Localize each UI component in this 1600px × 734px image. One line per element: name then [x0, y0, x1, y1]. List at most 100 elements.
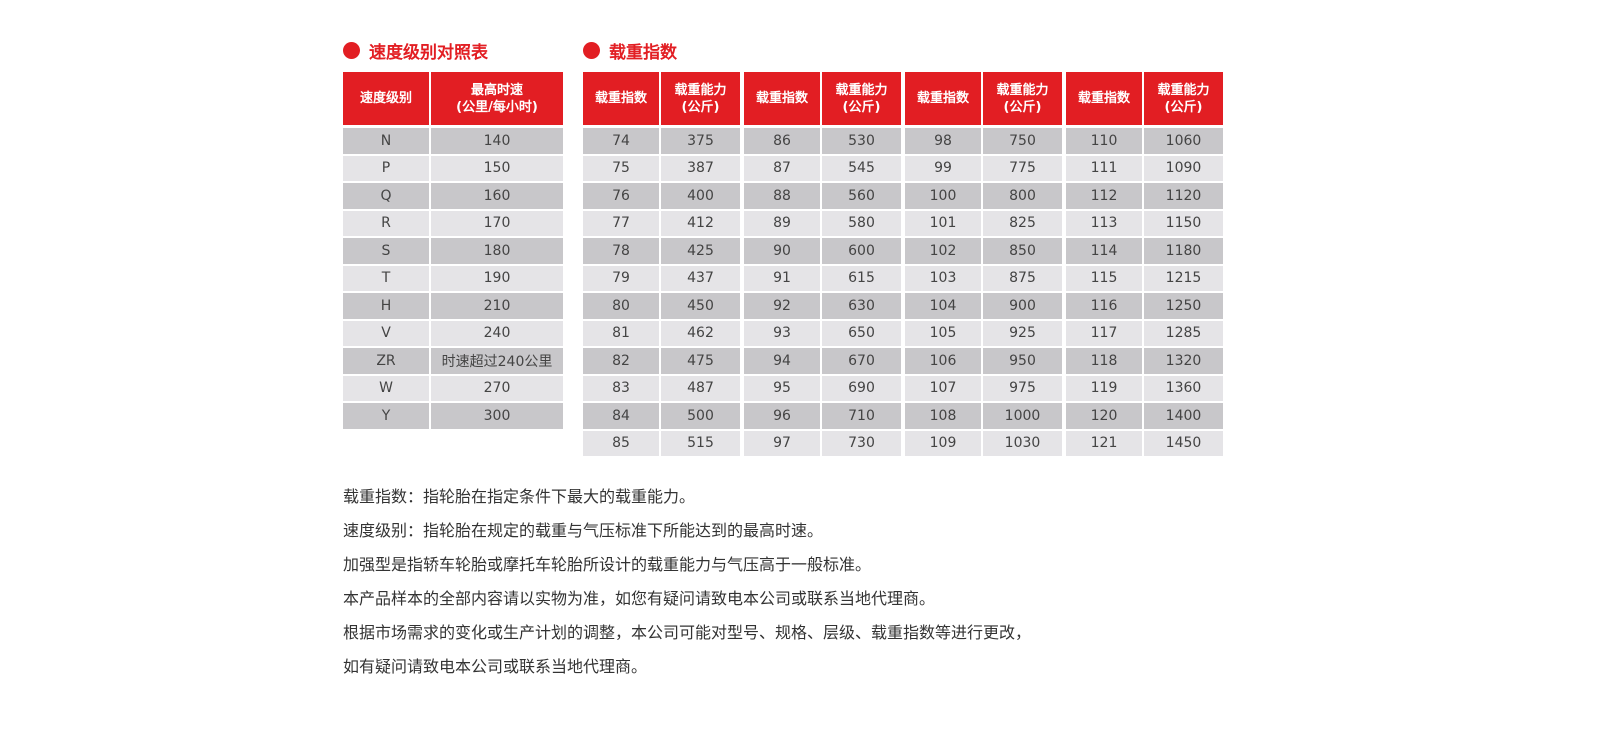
table-row: 117 1285: [1066, 320, 1223, 346]
table-row: 95 690: [744, 375, 901, 401]
load-capacity: 560: [822, 183, 901, 209]
table-row: Q 160: [343, 183, 563, 209]
header-cell: 载重能力 (公斤): [1144, 72, 1223, 125]
max-speed: 时速超过240公里: [431, 348, 563, 374]
load-index: 79: [583, 265, 659, 291]
load-index: 112: [1066, 183, 1142, 209]
load-capacity: 630: [822, 293, 901, 319]
load-index: 92: [744, 293, 820, 319]
load-index: 113: [1066, 210, 1142, 236]
table-row: 90 600: [744, 238, 901, 264]
load-index: 103: [905, 265, 981, 291]
header-line: 载重能力: [835, 82, 888, 98]
load-table-group: 载重指数 载重能力 (公斤) 110 1060 111 1090 112 1120 113 115…: [1066, 72, 1223, 456]
header-cell: 速度级别: [343, 72, 429, 125]
load-capacity: 950: [983, 348, 1062, 374]
load-table-group: 载重指数 载重能力 (公斤) 86 530 87 545 88 560 89 580 90 600 91…: [744, 72, 901, 456]
header-cell: 载重指数: [1066, 72, 1142, 125]
load-capacity: 1090: [1144, 155, 1223, 181]
speed-table: 速度级别 最高时速 (公里/每小时) N 140 P 150 Q 160 R 170 S 180 T…: [343, 72, 563, 429]
header-cell: 载重指数: [744, 72, 820, 125]
load-capacity: 387: [661, 155, 740, 181]
table-row: 108 1000: [905, 403, 1062, 429]
load-capacity: 437: [661, 265, 740, 291]
load-table-group: 载重指数 载重能力 (公斤) 74 375 75 387 76 400 77 412 78 425 79…: [583, 72, 740, 456]
table-row: 115 1215: [1066, 265, 1223, 291]
load-capacity: 670: [822, 348, 901, 374]
load-capacity: 775: [983, 155, 1062, 181]
load-capacity: 800: [983, 183, 1062, 209]
load-index: 110: [1066, 128, 1142, 154]
load-index: 116: [1066, 293, 1142, 319]
table-row: 91 615: [744, 265, 901, 291]
speed-code: S: [343, 238, 429, 264]
load-index: 76: [583, 183, 659, 209]
table-row: 121 1450: [1066, 430, 1223, 456]
table-row: 101 825: [905, 210, 1062, 236]
table-row: W 270: [343, 375, 563, 401]
speed-code: T: [343, 265, 429, 291]
table-row: T 190: [343, 265, 563, 291]
load-table-header: 载重指数 载重能力 (公斤): [583, 72, 740, 125]
load-index: 93: [744, 320, 820, 346]
max-speed: 180: [431, 238, 563, 264]
header-cell: 载重能力 (公斤): [822, 72, 901, 125]
table-row: 80 450: [583, 293, 740, 319]
load-capacity: 1060: [1144, 128, 1223, 154]
load-index: 117: [1066, 320, 1142, 346]
header-cell: 载重能力 (公斤): [983, 72, 1062, 125]
table-row: 84 500: [583, 403, 740, 429]
red-dot-icon: [343, 42, 360, 59]
table-row: 83 487: [583, 375, 740, 401]
header-cell: 最高时速 (公里/每小时): [431, 72, 563, 125]
load-table-header: 载重指数 载重能力 (公斤): [744, 72, 901, 125]
load-index: 120: [1066, 403, 1142, 429]
table-row: 100 800: [905, 183, 1062, 209]
table-row: V 240: [343, 320, 563, 346]
load-capacity: 850: [983, 238, 1062, 264]
max-speed: 270: [431, 375, 563, 401]
load-capacity: 900: [983, 293, 1062, 319]
note-line: 如有疑问请致电本公司或联系当地代理商。: [343, 657, 648, 676]
table-row: N 140: [343, 128, 563, 154]
load-index: 91: [744, 265, 820, 291]
load-capacity: 615: [822, 265, 901, 291]
table-row: 88 560: [744, 183, 901, 209]
table-row: 103 875: [905, 265, 1062, 291]
max-speed: 160: [431, 183, 563, 209]
table-row: 118 1320: [1066, 348, 1223, 374]
load-capacity: 1320: [1144, 348, 1223, 374]
table-row: 104 900: [905, 293, 1062, 319]
load-capacity: 1215: [1144, 265, 1223, 291]
load-capacity: 487: [661, 375, 740, 401]
load-capacity: 1250: [1144, 293, 1223, 319]
speed-code: R: [343, 210, 429, 236]
load-index: 118: [1066, 348, 1142, 374]
max-speed: 150: [431, 155, 563, 181]
load-index: 114: [1066, 238, 1142, 264]
load-capacity: 1360: [1144, 375, 1223, 401]
table-row: 76 400: [583, 183, 740, 209]
table-row: 74 375: [583, 128, 740, 154]
table-row: 102 850: [905, 238, 1062, 264]
table-row: R 170: [343, 210, 563, 236]
load-index: 99: [905, 155, 981, 181]
load-index: 104: [905, 293, 981, 319]
header-line: 载重能力: [674, 82, 727, 98]
header-cell: 载重指数: [905, 72, 981, 125]
load-table-group: 载重指数 载重能力 (公斤) 98 750 99 775 100 800 101 825 102 85…: [905, 72, 1062, 456]
max-speed: 170: [431, 210, 563, 236]
table-row: H 210: [343, 293, 563, 319]
speed-code: W: [343, 375, 429, 401]
speed-code: ZR: [343, 348, 429, 374]
max-speed: 240: [431, 320, 563, 346]
table-row: 97 730: [744, 430, 901, 456]
load-index: 89: [744, 210, 820, 236]
load-capacity: 530: [822, 128, 901, 154]
load-capacity: 600: [822, 238, 901, 264]
speed-title-text: 速度级别对照表: [369, 43, 488, 63]
load-index: 95: [744, 375, 820, 401]
table-row: 116 1250: [1066, 293, 1223, 319]
load-capacity: 1030: [983, 430, 1062, 456]
note-line: 本产品样本的全部内容请以实物为准，如您有疑问请致电本公司或联系当地代理商。: [343, 589, 936, 608]
